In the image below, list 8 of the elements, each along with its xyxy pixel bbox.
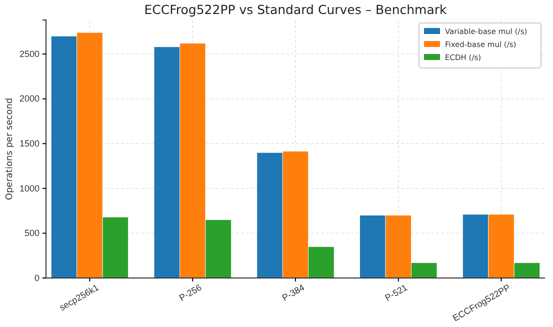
y-tick-label: 2500	[19, 48, 40, 59]
y-axis-title: Operations per second	[5, 98, 15, 200]
y-tick-label: 2000	[19, 94, 40, 104]
chart-title: ECCFrog522PP vs Standard Curves – Benchmark	[144, 2, 448, 17]
y-tick-label: 0	[34, 272, 40, 283]
y-tick-label: 1000	[19, 183, 40, 194]
y-tick-label: 500	[24, 228, 40, 238]
y-tick-label: 1500	[19, 138, 40, 149]
